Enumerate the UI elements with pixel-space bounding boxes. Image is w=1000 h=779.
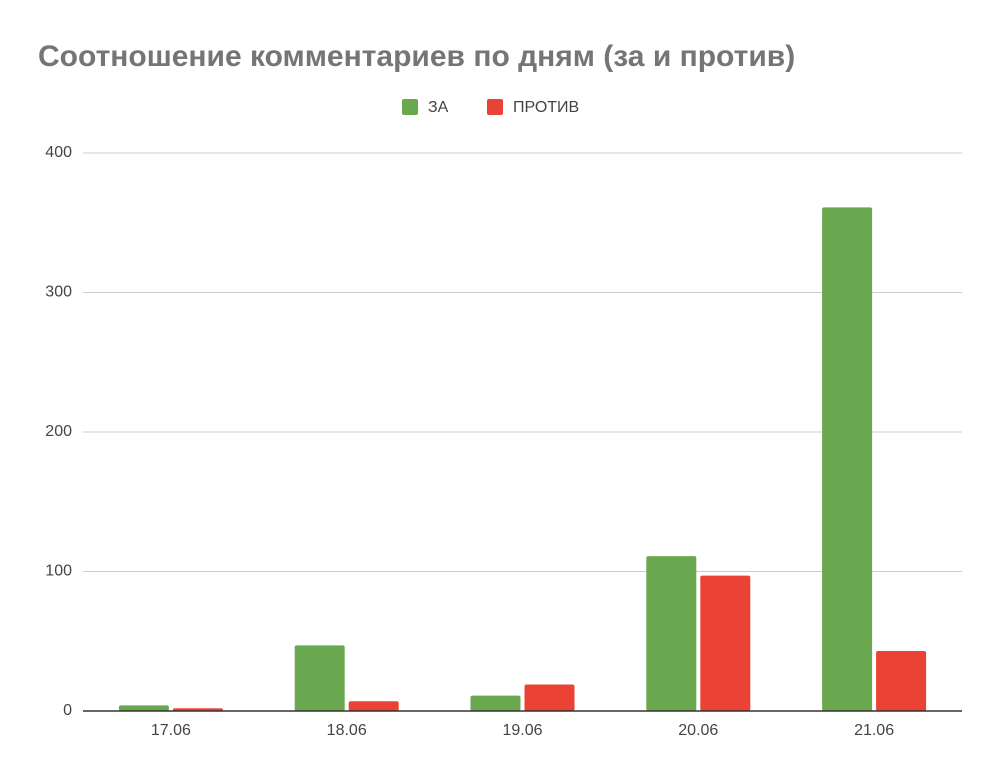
y-tick-label: 200 (45, 423, 72, 440)
bar (294, 645, 345, 711)
bar (348, 701, 399, 711)
x-tick-label: 17.06 (151, 722, 191, 739)
y-tick-label: 0 (63, 702, 72, 719)
x-tick-label: 19.06 (502, 722, 542, 739)
legend-swatch (402, 99, 418, 115)
legend-label: ПРОТИВ (513, 99, 579, 116)
bar (524, 684, 575, 711)
chart-title: Соотношение комментариев по дням (за и п… (38, 40, 795, 73)
x-tick-label: 18.06 (327, 722, 367, 739)
bar (646, 556, 697, 711)
y-tick-label: 400 (45, 144, 72, 161)
y-tick-label: 100 (45, 563, 72, 580)
legend-label: ЗА (428, 99, 449, 116)
y-tick-label: 300 (45, 284, 72, 301)
bar (118, 705, 169, 711)
x-tick-label: 20.06 (678, 722, 718, 739)
legend-swatch (487, 99, 503, 115)
x-tick-label: 21.06 (854, 722, 894, 739)
bar (876, 651, 927, 711)
bar (700, 575, 751, 711)
bar (470, 695, 521, 711)
bar (822, 207, 873, 711)
